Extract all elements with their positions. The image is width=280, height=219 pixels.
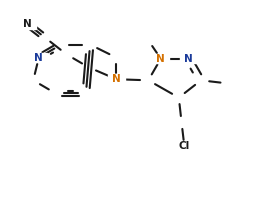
Bar — [19, 19, 36, 29]
Text: Cl: Cl — [179, 141, 190, 151]
Bar — [31, 53, 47, 62]
Text: N: N — [157, 54, 165, 64]
Bar — [173, 141, 195, 151]
Text: N: N — [34, 53, 43, 63]
Bar — [108, 74, 125, 84]
Bar — [153, 54, 169, 64]
Text: N: N — [112, 74, 121, 84]
Text: N: N — [23, 19, 32, 29]
Text: N: N — [184, 54, 193, 64]
Bar — [180, 54, 197, 64]
